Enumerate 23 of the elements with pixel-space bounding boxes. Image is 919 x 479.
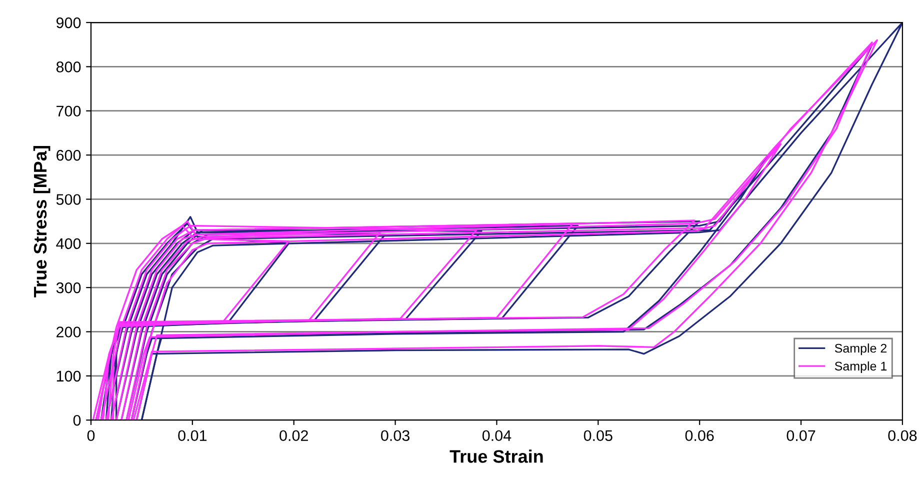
x-tick-label: 0.06 [685, 430, 714, 442]
x-tick-label: 0.07 [786, 430, 816, 442]
x-tick-label: 0.04 [482, 430, 512, 442]
y-axis-title: True Stress [MPa] [33, 146, 50, 298]
x-tick-label: 0.01 [178, 430, 207, 442]
y-tick-label: 300 [56, 282, 81, 294]
legend-label: Sample 2 [834, 343, 887, 356]
y-tick-label: 600 [56, 150, 81, 161]
y-tick-label: 800 [56, 62, 81, 72]
y-tick-label: 100 [56, 370, 81, 382]
y-tick-label: 700 [56, 106, 81, 117]
y-tick-label: 0 [73, 414, 81, 426]
y-tick-label: 200 [56, 326, 81, 338]
y-tick-label: 900 [56, 17, 81, 28]
x-tick-label: 0.02 [280, 430, 308, 442]
x-axis-title: True Strain [450, 450, 543, 463]
x-tick-label: 0.03 [381, 430, 410, 442]
y-tick-label: 400 [56, 238, 81, 250]
x-tick-label: 0.08 [888, 430, 917, 442]
x-tick-label: 0.05 [584, 430, 612, 442]
legend-label: Sample 1 [834, 361, 887, 374]
x-tick-label: 0 [87, 430, 95, 442]
y-tick-label: 500 [56, 194, 81, 205]
